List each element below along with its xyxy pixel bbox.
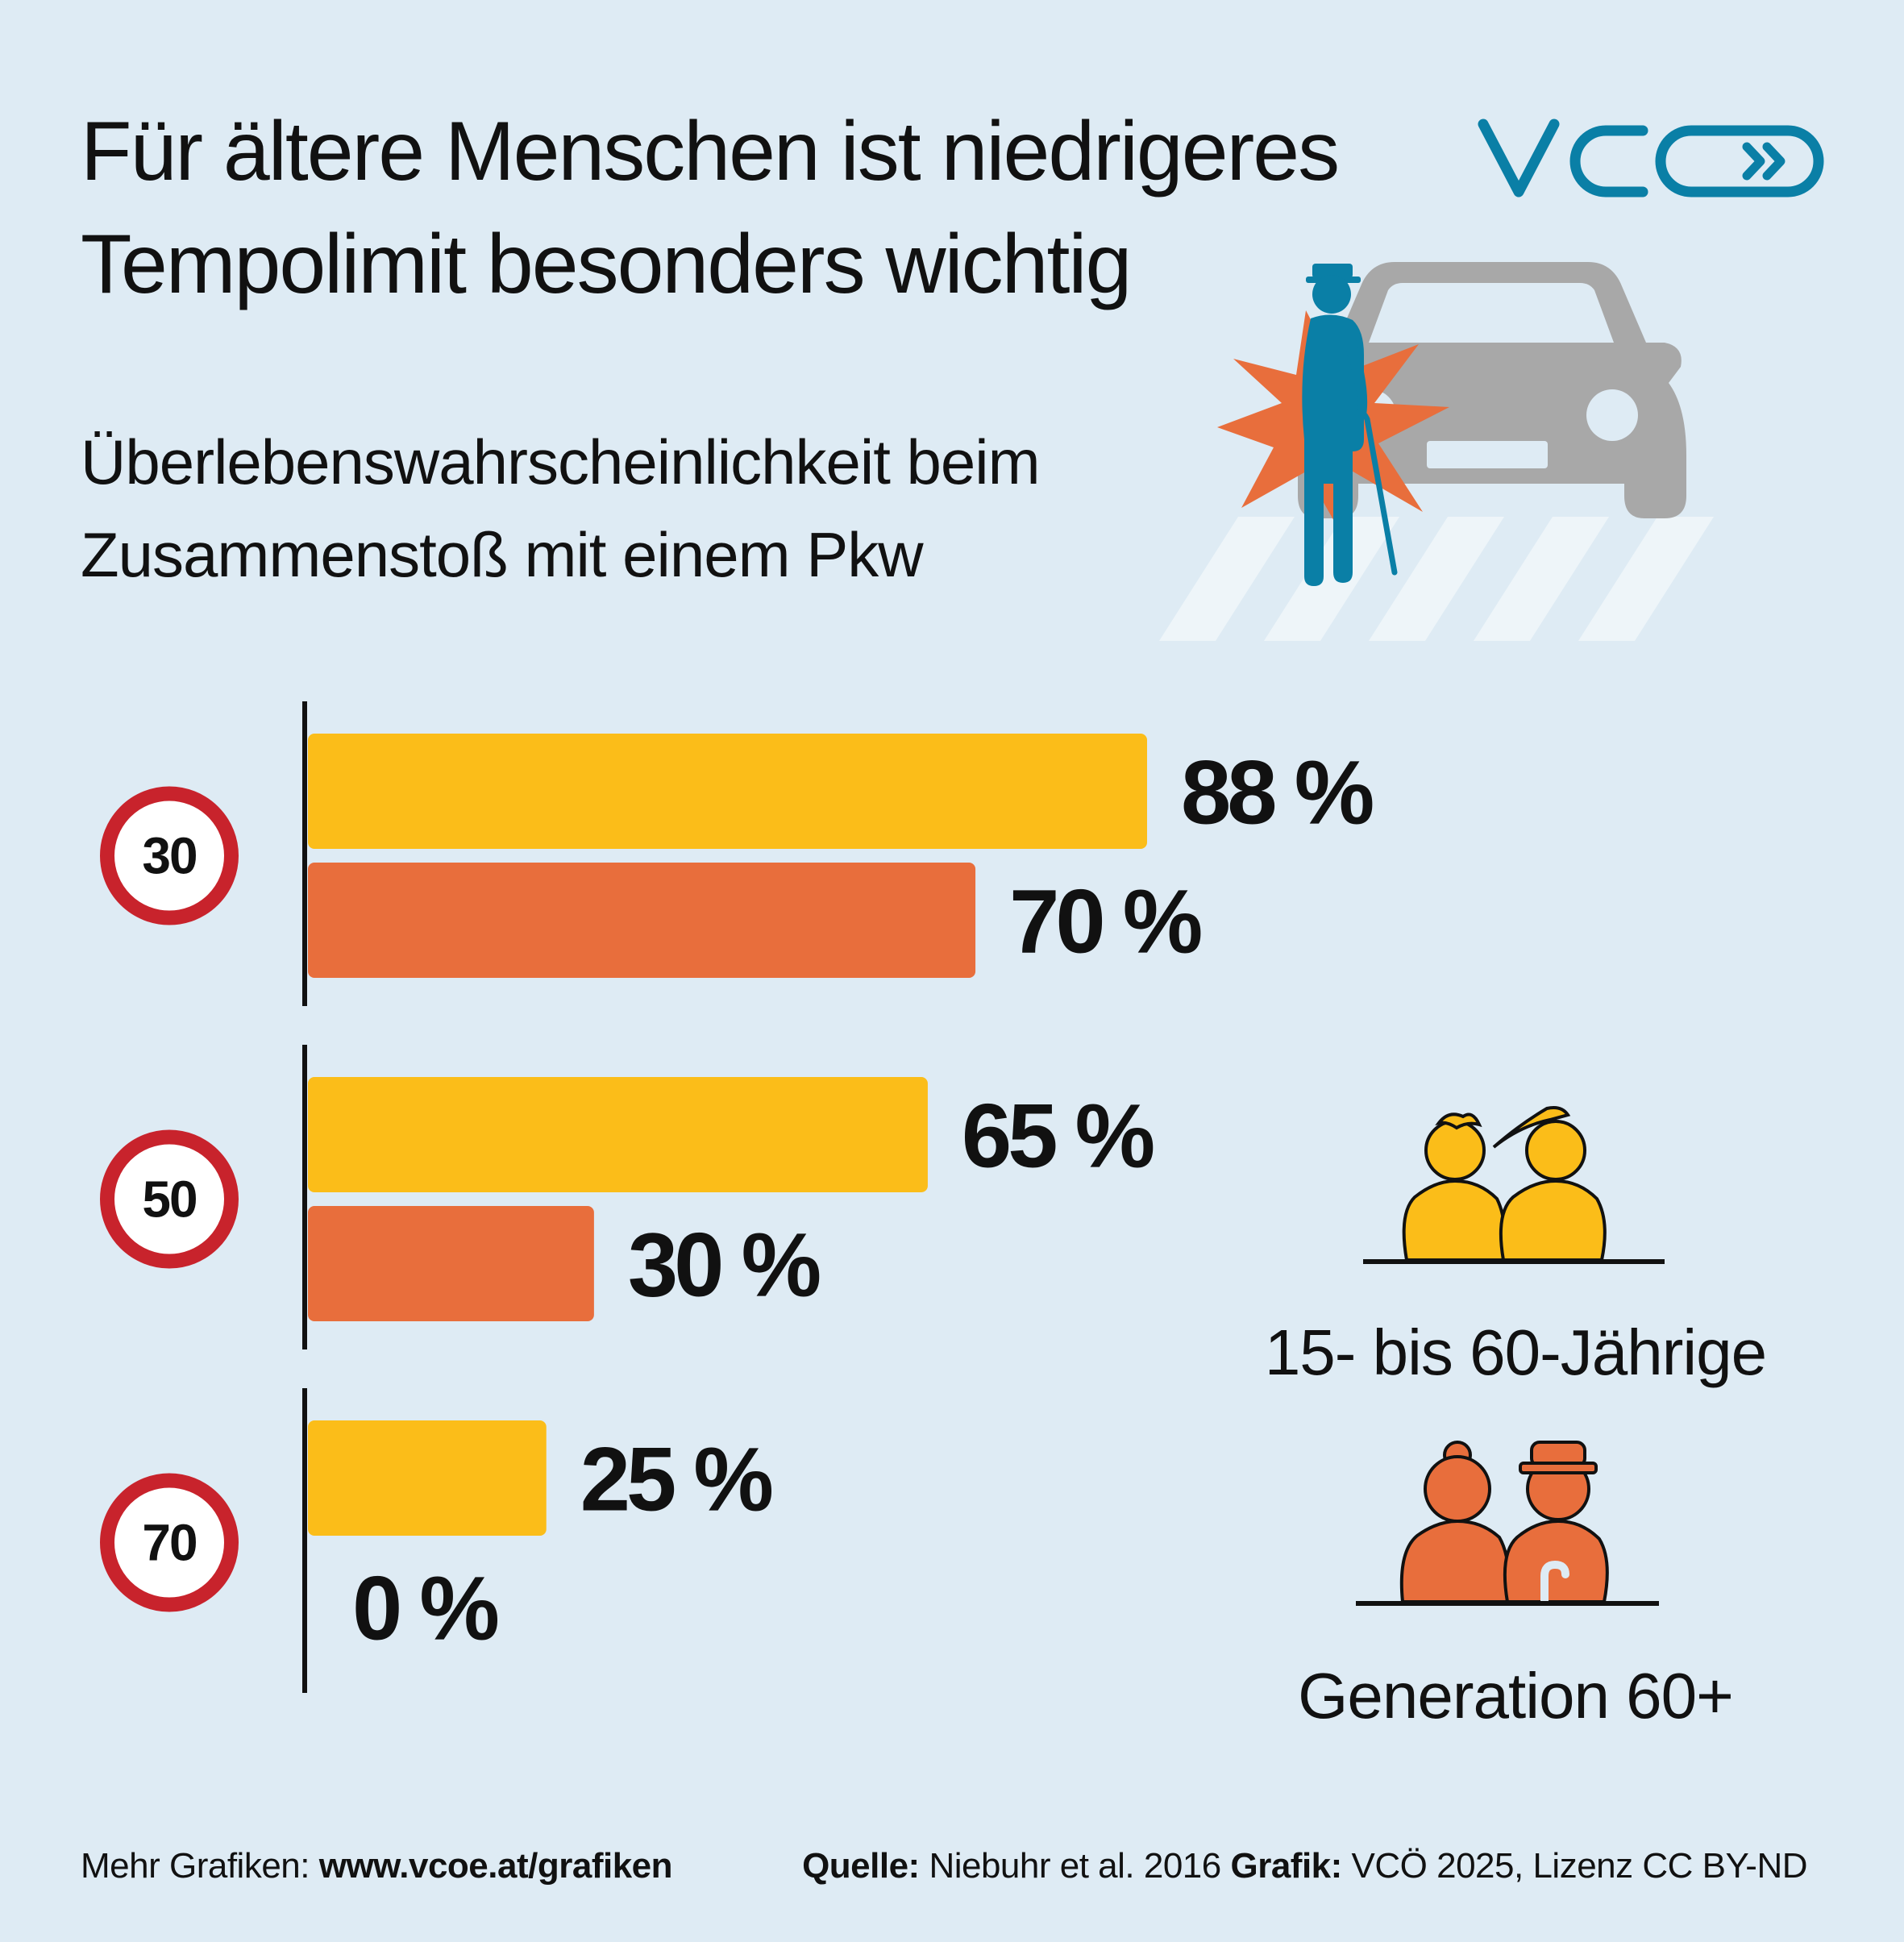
bar-value-label: 0 %: [352, 1558, 497, 1659]
car-icon: [1298, 262, 1686, 518]
vcoe-logo: [1478, 119, 1824, 198]
title-line-2: Tempolimit besonders wichtig: [81, 218, 1132, 311]
bar-value-label: 30 %: [628, 1215, 820, 1316]
bar-younger: [308, 1420, 547, 1536]
speed-limit-sign-icon: [100, 1129, 239, 1269]
legend-label-older: Generation 60+: [1298, 1660, 1734, 1732]
bar-younger: [308, 1077, 928, 1192]
senior-couple-icon: [1356, 1441, 1659, 1606]
bar-older: [308, 863, 976, 978]
speed-limit-sign-icon: [100, 786, 239, 925]
speed-limit-label: 50: [142, 1171, 196, 1229]
bar-younger: [308, 734, 1147, 849]
bar-value-label: 65 %: [962, 1086, 1154, 1187]
bar-value-label: 88 %: [1181, 742, 1373, 843]
footer-credits: Quelle: Niebuhr et al. 2016 Grafik: VCÖ …: [802, 1846, 1807, 1886]
chart-title: Für ältere Menschen ist niedrigeres Temp…: [81, 95, 1451, 321]
speed-limit-sign-icon: [100, 1473, 239, 1612]
speed-limit-label: 70: [142, 1514, 196, 1572]
footer-more: Mehr Grafiken: www.vcoe.at/grafiken: [81, 1846, 673, 1886]
title-line-1: Für ältere Menschen ist niedrigeres: [81, 105, 1340, 198]
subtitle-line-2: Zusammenstoß mit einem Pkw: [81, 519, 924, 590]
bar-older: [308, 1206, 594, 1321]
collision-illustration: [1159, 262, 1714, 641]
subtitle-line-1: Überlebenswahrscheinlichkeit beim: [81, 426, 1041, 497]
footer-graphic-text: VCÖ 2025, Lizenz CC BY-ND: [1341, 1846, 1808, 1886]
speed-limit-label: 30: [142, 827, 196, 885]
bar-value-label: 25 %: [580, 1429, 772, 1530]
crosswalk-icon: [1159, 517, 1714, 641]
footer-more-link[interactable]: www.vcoe.at/grafiken: [318, 1846, 673, 1886]
footer-source-text: Niebuhr et al. 2016: [919, 1846, 1231, 1886]
elderly-pedestrian-icon: [1302, 264, 1368, 586]
legend-label-younger: 15- bis 60-Jährige: [1264, 1316, 1767, 1388]
footer-source-label: Quelle:: [802, 1846, 920, 1886]
walking-cane-icon: [1349, 410, 1398, 576]
footer-graphic-label: Grafik:: [1230, 1846, 1342, 1886]
footer-more-prefix: Mehr Grafiken:: [81, 1846, 319, 1886]
chart-subtitle: Überlebenswahrscheinlichkeit beim Zusamm…: [81, 416, 1209, 601]
younger-couple-icon: [1363, 1106, 1665, 1264]
bar-value-label: 70 %: [1009, 871, 1201, 972]
